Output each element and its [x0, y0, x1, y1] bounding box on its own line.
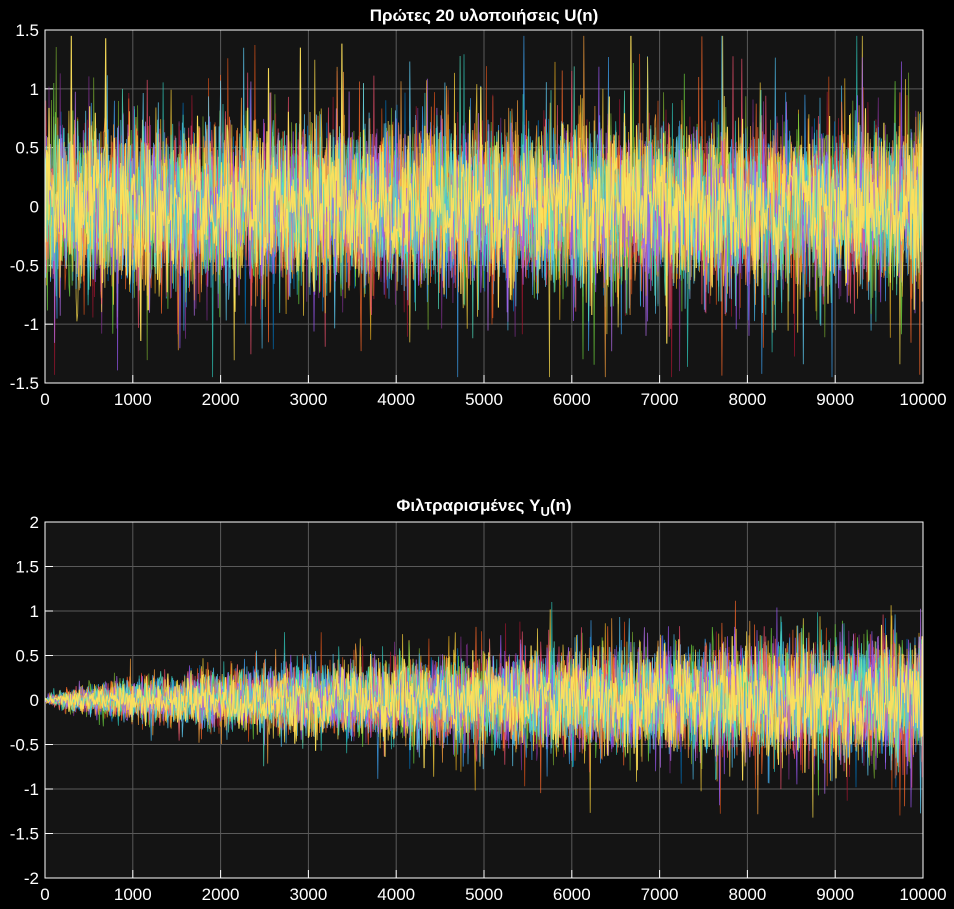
y-tick-label: -1 [24, 780, 39, 799]
series-group-bottom [44, 600, 924, 818]
y-tick-label: -1.5 [10, 374, 39, 393]
x-tick-label: 9000 [816, 885, 854, 904]
x-tick-label: 2000 [202, 390, 240, 409]
x-tick-label: 7000 [641, 885, 679, 904]
y-tick-label: 0 [30, 691, 39, 710]
x-tick-label: 5000 [465, 390, 503, 409]
x-tick-label: 8000 [728, 390, 766, 409]
y-tick-label: -1.5 [10, 825, 39, 844]
x-tick-label: 4000 [377, 390, 415, 409]
x-tick-label: 1000 [114, 885, 152, 904]
y-tick-label: 2 [30, 513, 39, 532]
y-tick-label: -0.5 [10, 256, 39, 275]
axes-top: 1.5 1 0.5 0 -0.5 -1 -1.5 0 1000 2000 3000 4000 5000… [10, 6, 947, 409]
y-tick-label: 0.5 [15, 647, 39, 666]
y-tick-label: -1 [24, 315, 39, 334]
y-tick-label: 1.5 [15, 21, 39, 40]
y-tick-label: -0.5 [10, 736, 39, 755]
x-tick-label: 10000 [899, 885, 946, 904]
x-tick-label: 0 [40, 390, 49, 409]
series-line-20 [44, 624, 924, 781]
y-tick-label: 0.5 [15, 139, 39, 158]
x-tick-label: 4000 [377, 885, 415, 904]
x-tick-label: 10000 [899, 390, 946, 409]
y-tick-labels-bottom: 2 1.5 1 0.5 0 -0.5 -1 -1.5 -2 [10, 513, 39, 888]
series-line-20 [44, 35, 924, 344]
chart-title-top: Πρώτες 20 υλοποιήσεις U(n) [370, 6, 599, 25]
axes-box-top [44, 29, 924, 384]
x-tick-label: 3000 [289, 885, 327, 904]
chart-title-bottom: Φιλτραρισμένες YU(n) [396, 496, 571, 519]
x-tick-labels-bottom: 0 1000 2000 3000 4000 5000 6000 7000 8000 9000 100… [40, 885, 946, 904]
x-tick-label: 2000 [202, 885, 240, 904]
y-tick-label: 1 [30, 80, 39, 99]
x-tick-labels-top: 0 1000 2000 3000 4000 5000 6000 7000 8000 9000 100… [40, 390, 946, 409]
y-tick-labels-top: 1.5 1 0.5 0 -0.5 -1 -1.5 [10, 21, 39, 393]
x-tick-label: 8000 [728, 885, 766, 904]
x-tick-label: 6000 [553, 390, 591, 409]
x-tick-label: 6000 [553, 885, 591, 904]
x-tick-label: 1000 [114, 390, 152, 409]
axes-bottom: 2 1.5 1 0.5 0 -0.5 -1 -1.5 -2 0 1000 2000 3000 4000 5… [10, 496, 947, 904]
y-tick-label: 1.5 [15, 558, 39, 577]
y-tick-label: 0 [30, 198, 39, 217]
x-tick-label: 7000 [641, 390, 679, 409]
y-tick-label: -2 [24, 869, 39, 888]
axes-box-bottom [44, 521, 924, 879]
y-tick-label: 1 [30, 602, 39, 621]
series-group-top [44, 35, 924, 378]
series-line-19 [44, 55, 924, 339]
x-tick-label: 0 [40, 885, 49, 904]
x-tick-label: 9000 [816, 390, 854, 409]
x-tick-label: 3000 [289, 390, 327, 409]
x-tick-label: 5000 [465, 885, 503, 904]
